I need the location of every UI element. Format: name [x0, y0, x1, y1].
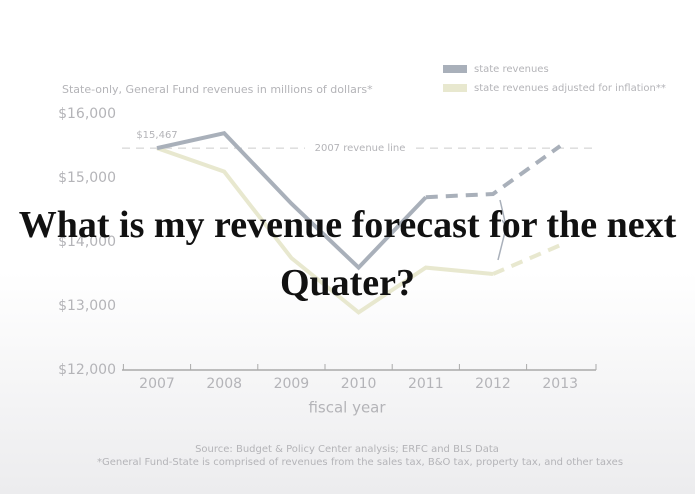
data-label: $15,467 — [136, 130, 177, 141]
overlay-question: What is my revenue forecast for the next… — [18, 204, 677, 304]
y-tick-label: $12,000 — [58, 362, 116, 378]
source: Source: Budget & Policy Center analysis;… — [195, 444, 499, 455]
x-tick-label: 2010 — [341, 376, 377, 392]
y-tick-label: $13,000 — [58, 298, 116, 314]
x-tick-label: 2011 — [408, 376, 444, 392]
y-tick-label: $15,000 — [58, 170, 116, 186]
series-line — [156, 131, 428, 271]
y-tick-label: $14,000 — [58, 234, 116, 250]
x-tick-label: 2007 — [139, 376, 175, 392]
x-tick-label: 2012 — [475, 376, 511, 392]
legend-label: state revenues — [474, 64, 549, 75]
x-tick-label: 2009 — [274, 376, 310, 392]
reference-label: 2007 revenue line — [315, 143, 406, 154]
series-line — [492, 243, 561, 276]
legend-swatch — [443, 65, 467, 73]
legend-swatch — [443, 84, 467, 92]
y-tick-label: $16,000 — [58, 106, 116, 122]
footnote: *General Fund-State is comprised of reve… — [97, 457, 623, 468]
arrow — [497, 199, 510, 261]
legend-label: state revenues adjusted for inflation** — [474, 83, 666, 94]
series-line — [425, 144, 562, 200]
x-tick-label: 2013 — [542, 376, 578, 392]
chart-subtitle: State-only, General Fund revenues in mil… — [62, 83, 373, 96]
reference-label-bg — [305, 140, 415, 157]
x-tick-label: 2008 — [206, 376, 242, 392]
series-line — [156, 146, 494, 315]
x-axis-label: fiscal year — [308, 399, 386, 417]
